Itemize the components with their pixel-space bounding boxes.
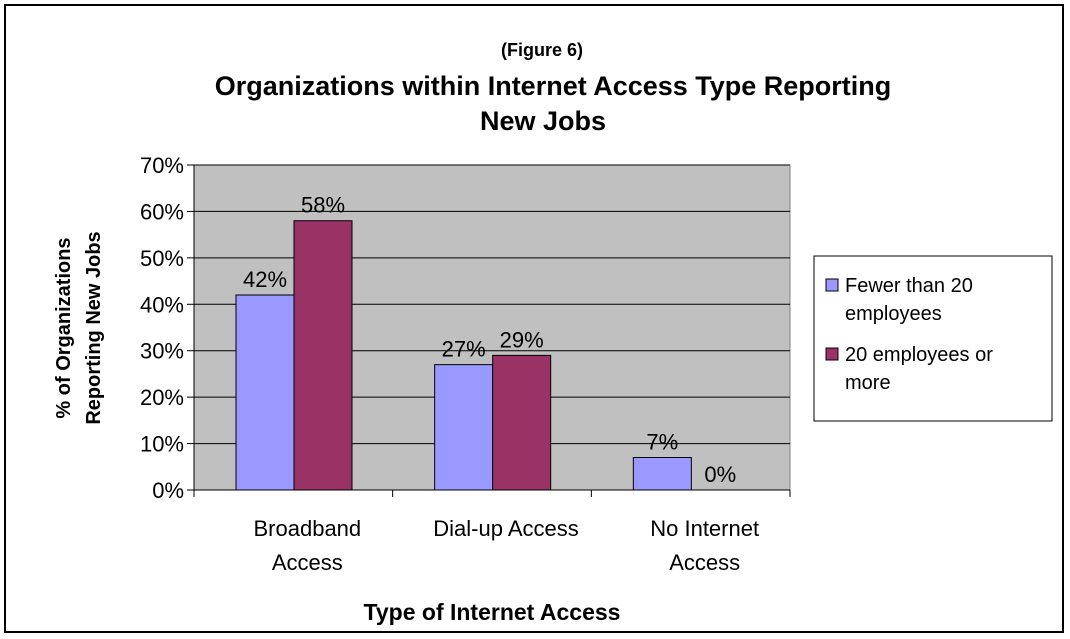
legend-label-series-2-line-1: 20 employees or [845, 344, 993, 366]
y-tick-label: 10% [140, 432, 184, 457]
bar-series-1 [434, 364, 494, 491]
x-tick-labels: Broadband Access Dial-up Access No Internet… [254, 516, 760, 575]
x-tick-label: No Internet [650, 516, 759, 541]
legend-label-series-2-line-2: more [845, 372, 891, 394]
data-label: 0% [704, 462, 736, 487]
axes [187, 164, 791, 497]
y-tick-label: 0% [152, 478, 184, 503]
y-tick-label: 50% [140, 246, 184, 271]
x-tick-label: Dial-up Access [433, 516, 579, 541]
y-tick-label: 20% [140, 385, 184, 410]
legend-swatch-series-2 [825, 347, 839, 361]
bar-chart: (Figure 6) Organizations within Internet… [53, 40, 1053, 625]
y-tick-label: 40% [140, 292, 184, 317]
bar-series-1 [235, 294, 295, 491]
legend: Fewer than 20 employees 20 employees or … [813, 255, 1053, 422]
data-label: 58% [301, 193, 345, 218]
data-labels: 42% 58% 27% 29% 7% 0% [243, 193, 736, 487]
data-label: 7% [646, 430, 678, 455]
bar-series-2 [492, 354, 552, 491]
x-axis-title: Type of Internet Access [364, 599, 621, 625]
legend-label-series-1-line-1: Fewer than 20 [845, 275, 973, 297]
data-label: 27% [442, 337, 486, 362]
chart-frame: (Figure 6) Organizations within Internet… [4, 4, 1064, 633]
y-tick-labels: 0% 10% 20% 30% 40% 50% 60% 70% [140, 153, 184, 503]
legend-box [813, 255, 1053, 422]
x-tick-label: Access [669, 550, 740, 575]
chart-title-line-1: Organizations within Internet Access Typ… [215, 71, 892, 101]
x-tick-label: Broadband [254, 516, 362, 541]
x-tick-label: Access [272, 550, 343, 575]
data-label: 29% [500, 327, 544, 352]
y-axis-title-line-1: % of Organizations [53, 237, 75, 418]
bar-series-1 [632, 457, 692, 491]
data-label: 42% [243, 267, 287, 292]
y-tick-label: 60% [140, 199, 184, 224]
bars [235, 220, 692, 491]
chart-subtitle: (Figure 6) [501, 40, 583, 60]
y-axis-title-line-2: Reporting New Jobs [83, 231, 105, 424]
y-tick-label: 70% [140, 153, 184, 178]
chart-title-line-2: New Jobs [480, 106, 606, 136]
bar-series-2 [293, 220, 353, 491]
legend-label-series-1-line-2: employees [845, 303, 942, 325]
y-tick-label: 30% [140, 339, 184, 364]
legend-swatch-series-1 [825, 278, 839, 292]
